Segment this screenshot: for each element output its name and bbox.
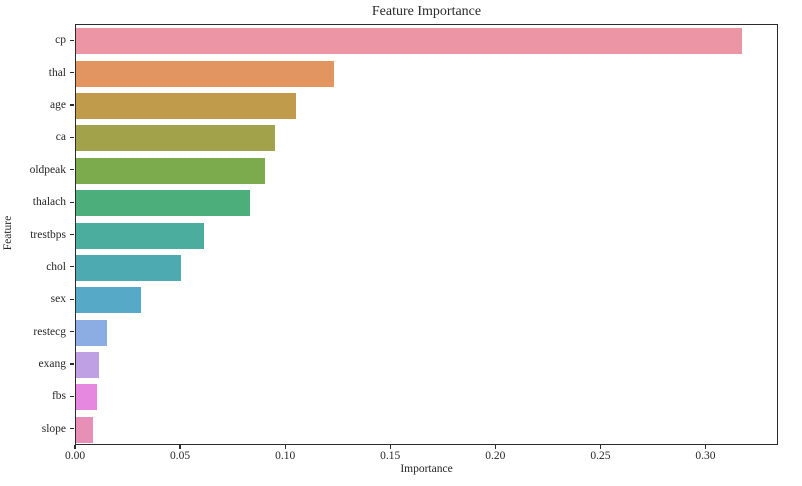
x-tick-mark xyxy=(389,445,391,449)
y-tick-label: fbs xyxy=(51,390,66,403)
bar-oldpeak xyxy=(76,157,265,184)
y-tick-mark xyxy=(70,169,74,171)
x-tick-label: 0.30 xyxy=(695,450,716,462)
bar-trestbps xyxy=(76,222,204,249)
bar-fbs xyxy=(76,384,97,411)
bar-thalach xyxy=(76,190,250,217)
x-tick-label: 0.25 xyxy=(590,450,611,462)
y-tick-label: thal xyxy=(48,66,66,79)
x-tick-mark xyxy=(704,445,707,449)
y-tick-mark xyxy=(70,298,74,300)
bar-ca xyxy=(76,125,276,152)
y-tick-mark xyxy=(70,331,74,333)
plot-area xyxy=(75,24,778,445)
y-tick-label: trestbps xyxy=(30,228,66,241)
y-tick-mark xyxy=(70,233,74,236)
x-tick-mark xyxy=(74,445,76,449)
y-tick-mark xyxy=(70,266,74,268)
y-tick-mark xyxy=(70,104,74,106)
y-tick-mark xyxy=(70,428,74,430)
bar-restecg xyxy=(76,319,108,346)
x-tick-label: 0.00 xyxy=(64,450,86,462)
bar-sex xyxy=(76,287,141,314)
x-tick-mark xyxy=(284,445,286,449)
chart-title: Feature Importance xyxy=(371,4,482,19)
x-tick-mark xyxy=(599,445,601,449)
y-tick-label: ca xyxy=(55,131,66,144)
x-tick-mark xyxy=(494,445,496,449)
y-tick-mark xyxy=(70,201,74,203)
bar-cp xyxy=(76,28,743,55)
y-tick-label: thalach xyxy=(32,196,66,209)
y-tick-label: age xyxy=(50,98,66,111)
bar-exang xyxy=(76,352,100,379)
bar-slope xyxy=(76,416,93,443)
bar-chol xyxy=(76,254,181,281)
y-tick-mark xyxy=(70,71,74,74)
x-tick-mark xyxy=(179,445,181,449)
y-tick-label: chol xyxy=(46,260,66,273)
x-tick-label: 0.10 xyxy=(275,450,296,462)
y-tick-label: sex xyxy=(50,293,66,306)
y-tick-mark xyxy=(70,136,74,138)
y-tick-mark xyxy=(70,395,74,397)
y-tick-mark xyxy=(70,39,74,41)
x-tick-label: 0.05 xyxy=(170,450,191,462)
x-axis-label: Importance xyxy=(400,463,453,475)
bar-thal xyxy=(76,60,334,87)
x-tick-label: 0.15 xyxy=(380,450,401,462)
y-tick-label: slope xyxy=(41,422,66,435)
x-tick-label: 0.20 xyxy=(485,450,506,462)
y-tick-label: oldpeak xyxy=(29,163,66,176)
y-tick-label: cp xyxy=(55,34,66,47)
y-tick-label: exang xyxy=(38,358,66,371)
y-tick-mark xyxy=(70,363,74,365)
y-tick-label: restecg xyxy=(33,325,66,338)
bar-age xyxy=(76,92,297,119)
